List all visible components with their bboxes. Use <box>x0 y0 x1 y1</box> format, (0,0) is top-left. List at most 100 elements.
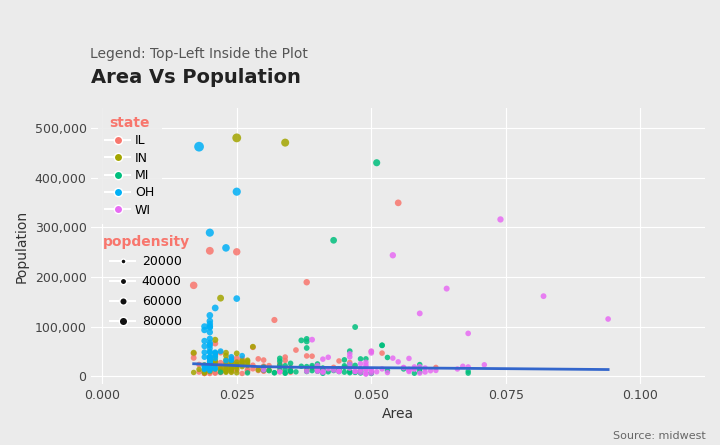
Point <box>274 368 286 375</box>
Point <box>242 368 253 376</box>
Point <box>279 370 291 377</box>
Point <box>408 365 420 372</box>
Point <box>285 365 297 372</box>
Point <box>225 365 237 372</box>
Point <box>231 295 243 302</box>
Point <box>355 360 366 367</box>
Point <box>204 363 215 370</box>
Point <box>199 361 210 368</box>
Point <box>338 368 350 376</box>
Point <box>301 352 312 360</box>
Point <box>220 356 232 364</box>
Point <box>210 355 221 362</box>
Point <box>210 361 221 368</box>
Point <box>204 362 215 369</box>
Point <box>220 244 232 251</box>
Point <box>236 361 248 368</box>
Point <box>441 285 452 292</box>
Point <box>225 365 237 372</box>
Point <box>215 367 226 374</box>
Point <box>269 369 280 376</box>
Point <box>408 363 420 370</box>
Point <box>317 364 328 372</box>
Point <box>236 355 248 362</box>
Point <box>333 366 345 373</box>
Point <box>377 342 388 349</box>
Point <box>231 134 243 142</box>
Point <box>204 353 215 360</box>
Point <box>225 367 237 374</box>
Point <box>220 359 232 366</box>
Point <box>215 366 226 373</box>
Point <box>344 350 356 357</box>
Point <box>204 356 215 363</box>
X-axis label: Area: Area <box>382 407 414 421</box>
Point <box>323 354 334 361</box>
Point <box>355 369 366 376</box>
Point <box>215 348 226 355</box>
Point <box>323 365 334 372</box>
Point <box>414 310 426 317</box>
Point <box>204 366 215 373</box>
Point <box>236 357 248 364</box>
Point <box>279 139 291 146</box>
Point <box>225 368 237 375</box>
Point <box>457 363 469 370</box>
Point <box>344 348 356 355</box>
Point <box>366 367 377 374</box>
Point <box>220 363 232 370</box>
Point <box>301 344 312 352</box>
Point <box>258 367 269 374</box>
Point <box>231 361 243 368</box>
Point <box>199 366 210 373</box>
Point <box>236 361 248 368</box>
Point <box>231 367 243 374</box>
Point <box>210 360 221 367</box>
Point <box>188 369 199 376</box>
Point <box>210 304 221 311</box>
Point <box>258 368 269 375</box>
Point <box>355 365 366 372</box>
Point <box>199 363 210 370</box>
Point <box>285 367 297 374</box>
Y-axis label: Population: Population <box>15 210 29 283</box>
Point <box>360 355 372 362</box>
Point <box>312 362 323 369</box>
Point <box>344 368 356 375</box>
Point <box>462 364 474 371</box>
Point <box>199 369 210 376</box>
Point <box>204 323 215 330</box>
Point <box>349 368 361 375</box>
Point <box>538 293 549 300</box>
Point <box>225 364 237 372</box>
Point <box>312 368 323 375</box>
Point <box>199 368 210 375</box>
Point <box>398 364 410 371</box>
Point <box>225 363 237 370</box>
Point <box>306 364 318 372</box>
Point <box>210 365 221 372</box>
Point <box>215 366 226 373</box>
Point <box>285 369 297 376</box>
Point <box>215 368 226 375</box>
Point <box>210 358 221 365</box>
Point <box>220 349 232 356</box>
Point <box>403 366 415 373</box>
Point <box>430 367 441 374</box>
Point <box>603 316 614 323</box>
Point <box>333 365 345 372</box>
Point <box>264 367 275 374</box>
Point <box>231 365 243 372</box>
Point <box>312 367 323 374</box>
Point <box>204 340 215 348</box>
Point <box>242 367 253 374</box>
Point <box>210 350 221 357</box>
Point <box>204 368 215 376</box>
Point <box>333 368 345 375</box>
Point <box>236 352 248 359</box>
Point <box>312 362 323 369</box>
Point <box>215 359 226 366</box>
Point <box>242 366 253 373</box>
Point <box>344 361 356 368</box>
Point <box>274 358 286 365</box>
